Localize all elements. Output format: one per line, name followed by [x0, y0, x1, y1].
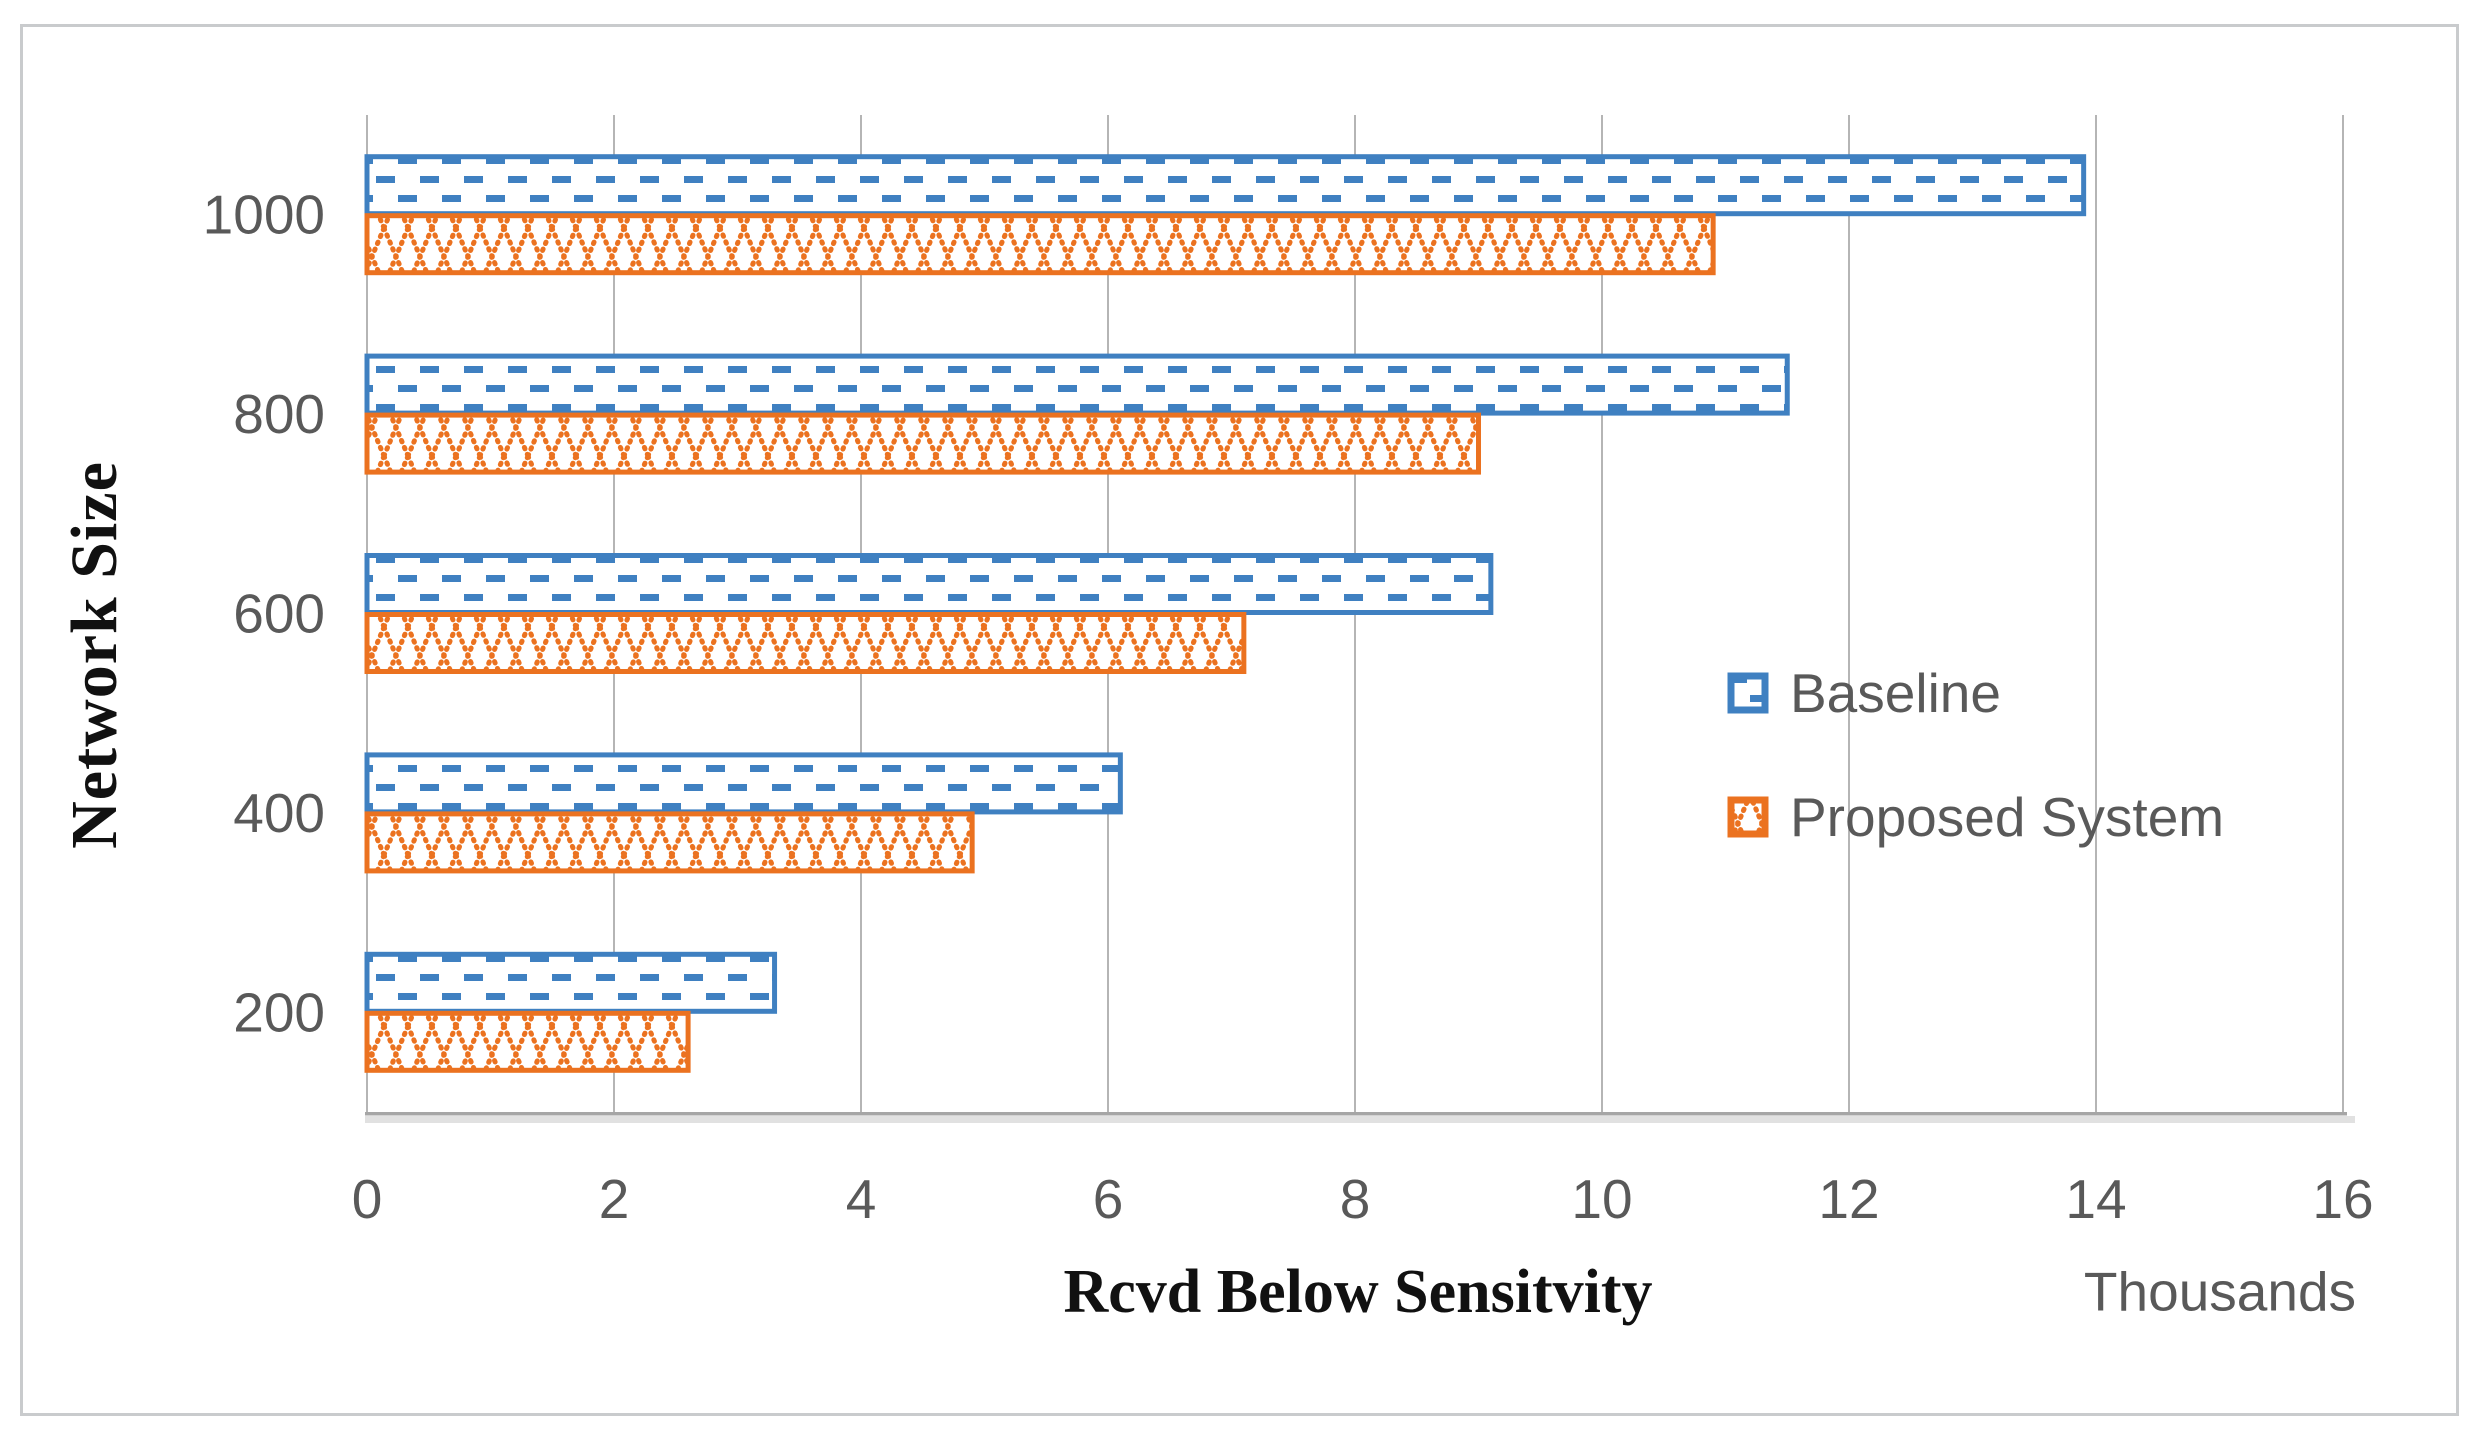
legend-item-proposed-system: Proposed System	[1726, 789, 2224, 844]
legend-marker-baseline	[1727, 672, 1769, 714]
x-tick-label-0: 0	[352, 1168, 383, 1230]
legend: Baseline Proposed System	[1726, 665, 2224, 844]
y-tick-label-1000: 1000	[203, 184, 325, 246]
x-tick-label-6: 6	[1093, 1168, 1124, 1230]
x-tick-label-16: 16	[2312, 1168, 2373, 1230]
y-tick-label-800: 800	[233, 383, 325, 445]
x-tick-label-2: 2	[599, 1168, 630, 1230]
x-tick-label-12: 12	[1818, 1168, 1879, 1230]
x-axis-unit-label: Thousands	[2083, 1260, 2357, 1323]
bar-proposed-system-400	[364, 811, 975, 874]
bar-baseline-1000	[364, 154, 2087, 217]
bar-baseline-800	[364, 353, 1790, 416]
x-tick-label-4: 4	[846, 1168, 877, 1230]
legend-label: Proposed System	[1790, 785, 2225, 848]
bar-proposed-system-600	[364, 612, 1247, 674]
y-tick-label-400: 400	[233, 782, 325, 844]
x-tick-label-10: 10	[1571, 1168, 1632, 1230]
bar-proposed-system-200	[364, 1010, 691, 1073]
y-tick-label-200: 200	[233, 981, 325, 1043]
bar-baseline-400	[364, 752, 1123, 815]
bar-proposed-system-800	[364, 412, 1481, 475]
x-axis-title: Rcvd Below Sensitvity	[1063, 1258, 1653, 1326]
y-tick-label-600: 600	[233, 583, 325, 645]
legend-label: Baseline	[1790, 661, 2001, 724]
legend-item-baseline: Baseline	[1726, 665, 2224, 720]
x-tick-label-14: 14	[2065, 1168, 2126, 1230]
legend-marker-proposed-system	[1727, 796, 1769, 838]
x-tick-label-8: 8	[1340, 1168, 1371, 1230]
x-axis-shadow	[365, 1116, 2355, 1123]
x-axis-line	[365, 1112, 2347, 1116]
bar-baseline-200	[364, 951, 778, 1014]
bar-baseline-600	[364, 553, 1494, 615]
y-axis-title: Network Size	[58, 461, 131, 849]
bar-proposed-system-1000	[364, 213, 1716, 276]
